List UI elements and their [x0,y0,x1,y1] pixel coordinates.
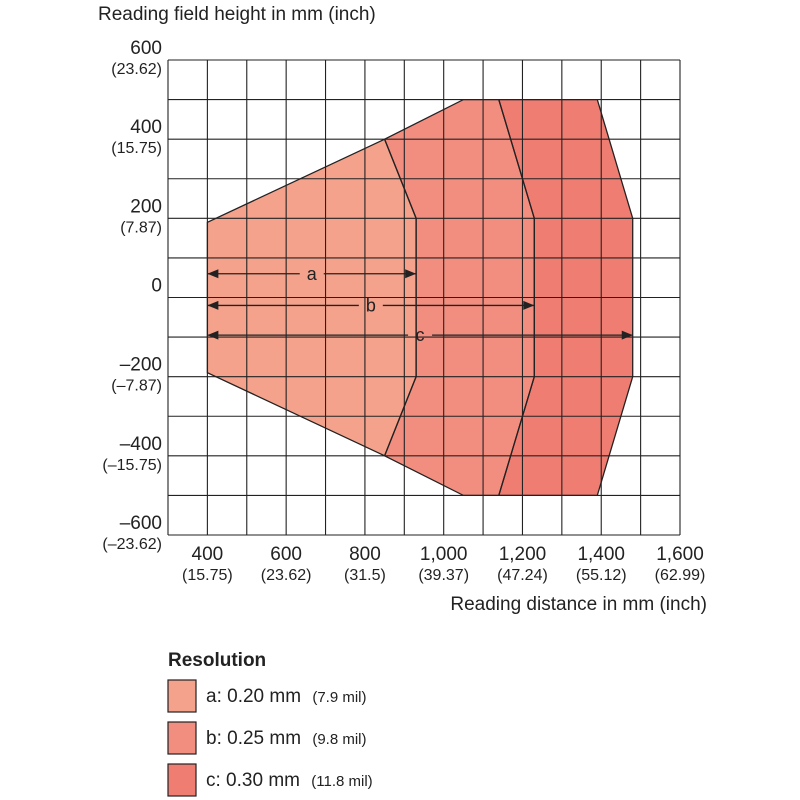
y-axis-ticks: 600 (23.62) 400 (15.75) 200 (7.87) 0 –200 (–7.87… [102,38,162,553]
legend-label-c: c: 0.30 mm [206,770,300,791]
legend-sub-c: (11.8 mil) [311,773,372,790]
x-tick-label: 600 [270,544,302,565]
range-arrow-b [523,300,535,310]
legend-swatch-a [167,679,197,713]
x-axis-ticks: 400 (15.75) 600 (23.62) 800 (31.5) 1,000 (39.37… [182,544,705,584]
y-tick-label: 0 [151,276,162,297]
legend-sub-b: (9.8 mil) [312,731,366,748]
y-tick-sublabel: (23.62) [111,61,162,78]
range-label-b: b [366,295,376,315]
svg-text:a: 0.20 mm (7.9 mil): a: 0.20 mm (7.9 mil) [206,686,367,707]
range-arrow-a [405,269,417,279]
x-tick-label: 1,600 [656,544,704,565]
range-arrow-b [207,300,219,310]
y-tick-sublabel: (–23.62) [102,536,162,553]
x-tick-label: 400 [192,544,224,565]
x-tick-sublabel: (62.99) [655,567,706,584]
legend-swatch-c [167,763,197,797]
y-tick-label: 400 [130,117,162,138]
range-arrow-c [207,330,219,340]
legend: Resolution a: 0.20 mm (7.9 mil) b: 0.25 … [167,650,373,797]
y-tick-sublabel: (15.75) [111,140,162,157]
y-tick-sublabel: (7.87) [120,219,162,236]
y-tick-label: –400 [120,434,162,455]
range-label-a: a [307,264,318,284]
legend-sub-a: (7.9 mil) [312,689,366,706]
range-arrow-a [207,269,219,279]
legend-swatch-b [167,721,197,755]
y-tick-sublabel: (–15.75) [102,457,162,474]
x-tick-sublabel: (15.75) [182,567,233,584]
legend-label-b: b: 0.25 mm [206,728,301,749]
y-tick-label: –200 [120,355,162,376]
range-label-c: c [416,325,425,345]
x-tick-sublabel: (47.24) [497,567,548,584]
legend-title: Resolution [168,650,266,671]
x-tick-label: 1,400 [577,544,625,565]
legend-item-b: b: 0.25 mm (9.8 mil) [167,721,367,755]
x-tick-label: 800 [349,544,381,565]
legend-label-a: a: 0.20 mm [206,686,301,707]
range-outlines [206,98,634,497]
y-axis-title: Reading field height in mm (inch) [98,4,376,25]
y-tick-sublabel: (–7.87) [111,378,162,395]
x-tick-sublabel: (23.62) [261,567,312,584]
y-tick-label: 200 [130,196,162,217]
y-tick-label: –600 [120,513,162,534]
x-tick-sublabel: (31.5) [344,567,386,584]
x-tick-sublabel: (55.12) [576,567,627,584]
legend-item-c: c: 0.30 mm (11.8 mil) [167,763,373,797]
x-tick-label: 1,200 [499,544,547,565]
grid [167,59,681,536]
legend-item-a: a: 0.20 mm (7.9 mil) [167,679,367,713]
x-tick-label: 1,000 [420,544,468,565]
range-arrow-c [621,330,633,340]
range-lines: a b c [207,264,633,345]
svg-text:b: 0.25 mm (9.8 mil): b: 0.25 mm (9.8 mil) [206,728,367,749]
y-tick-label: 600 [130,38,162,59]
svg-text:c: 0.30 mm (11.8 mil): c: 0.30 mm (11.8 mil) [206,770,373,791]
x-tick-sublabel: (39.37) [418,567,469,584]
outline-c [497,98,634,497]
x-axis-title: Reading distance in mm (inch) [450,594,707,615]
